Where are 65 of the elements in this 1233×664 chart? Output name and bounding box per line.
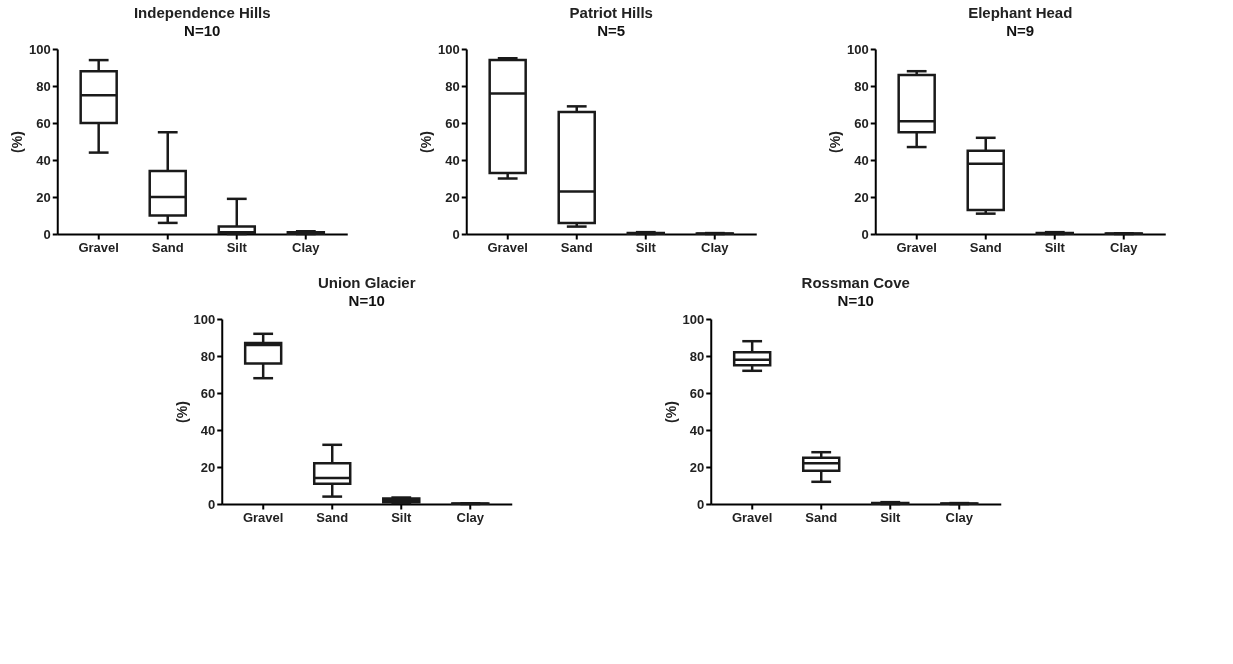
x-tick-label: Clay: [1110, 239, 1139, 255]
x-tick-label: Gravel: [731, 509, 773, 525]
x-tick-label: Gravel: [487, 239, 528, 255]
y-tick-label: 20: [445, 189, 460, 205]
y-axis-title: (%): [827, 131, 844, 153]
y-tick-label: 20: [36, 189, 51, 205]
y-tick-label: 0: [208, 496, 216, 512]
y-tick-label: 40: [854, 152, 869, 168]
x-tick-label: Gravel: [78, 239, 119, 255]
chart-subtitle: N=9: [1006, 22, 1035, 39]
x-tick-label: Sand: [316, 509, 349, 525]
y-tick-label: 60: [36, 115, 51, 131]
y-tick-label: 60: [445, 115, 460, 131]
x-tick-label: Sand: [151, 239, 184, 255]
y-tick-label: 80: [445, 78, 460, 94]
x-tick-label: Sand: [560, 239, 593, 255]
y-tick-label: 60: [854, 115, 869, 131]
y-tick-label: 100: [847, 41, 869, 57]
x-tick-label: Gravel: [242, 509, 284, 525]
y-tick-label: 100: [29, 41, 51, 57]
y-axis-title: (%): [9, 131, 26, 153]
y-tick-label: 80: [36, 78, 51, 94]
chart-subtitle: N=5: [597, 22, 626, 39]
y-tick-label: 20: [200, 459, 216, 475]
chart-title: Independence Hills: [133, 4, 271, 21]
x-tick-label: Silt: [635, 239, 657, 255]
chart-subtitle: N=10: [348, 292, 385, 309]
y-tick-label: 60: [689, 385, 705, 401]
y-tick-label: 0: [697, 496, 705, 512]
chart-title: Rossman Cove: [801, 274, 910, 291]
y-tick-label: 80: [200, 348, 216, 364]
y-tick-label: 40: [445, 152, 460, 168]
x-tick-label: Silt: [1044, 239, 1066, 255]
y-tick-label: 40: [689, 422, 705, 438]
x-tick-label: Clay: [456, 509, 485, 525]
y-tick-label: 0: [43, 226, 51, 242]
x-tick-label: Silt: [391, 509, 413, 525]
x-tick-label: Clay: [292, 239, 321, 255]
y-tick-label: 20: [689, 459, 705, 475]
y-tick-label: 40: [36, 152, 51, 168]
chart-subtitle: N=10: [837, 292, 874, 309]
x-tick-label: Sand: [969, 239, 1002, 255]
chart-title: Elephant Head: [968, 4, 1073, 21]
chart-title: Union Glacier: [317, 274, 416, 291]
y-axis-title: (%): [173, 401, 190, 423]
x-tick-label: Clay: [945, 509, 974, 525]
y-tick-label: 0: [861, 226, 869, 242]
y-tick-label: 100: [682, 311, 705, 327]
y-tick-label: 80: [854, 78, 869, 94]
y-tick-label: 20: [854, 189, 869, 205]
x-tick-label: Silt: [226, 239, 248, 255]
y-tick-label: 80: [689, 348, 705, 364]
y-axis-title: (%): [662, 401, 679, 423]
y-tick-label: 100: [438, 41, 460, 57]
x-tick-label: Silt: [880, 509, 902, 525]
chart-subtitle: N=10: [184, 22, 221, 39]
x-tick-label: Gravel: [896, 239, 937, 255]
y-tick-label: 100: [193, 311, 216, 327]
y-tick-label: 40: [200, 422, 216, 438]
y-axis-title: (%): [418, 131, 435, 153]
x-tick-label: Clay: [701, 239, 730, 255]
y-tick-label: 60: [200, 385, 216, 401]
x-tick-label: Sand: [805, 509, 838, 525]
chart-title: Patriot Hills: [569, 4, 653, 21]
y-tick-label: 0: [452, 226, 460, 242]
